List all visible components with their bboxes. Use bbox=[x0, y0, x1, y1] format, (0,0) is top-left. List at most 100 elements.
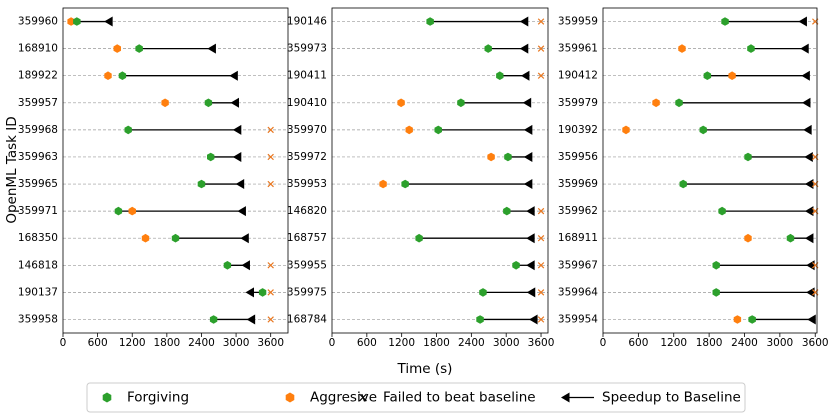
y-tick-label: 359972 bbox=[287, 151, 327, 163]
x-tick-label: 2400 bbox=[458, 337, 485, 349]
aggresive-marker bbox=[113, 44, 121, 53]
y-tick-label: 359955 bbox=[287, 259, 327, 271]
baseline-marker bbox=[519, 43, 529, 54]
y-tick-label: 146820 bbox=[287, 205, 327, 217]
forgiving-marker bbox=[415, 233, 423, 243]
legend-icon bbox=[285, 392, 295, 403]
aggresive-marker bbox=[104, 71, 112, 80]
forgiving-marker bbox=[434, 125, 442, 135]
forgiving-marker bbox=[457, 98, 465, 108]
x-tick-label: 3000 bbox=[493, 337, 520, 349]
baseline-marker bbox=[523, 151, 533, 162]
baseline-marker bbox=[245, 287, 254, 298]
x-tick-label: 3600 bbox=[257, 337, 284, 349]
y-tick-label: 190392 bbox=[558, 124, 598, 136]
baseline-marker bbox=[798, 16, 807, 27]
x-tick-label: 2400 bbox=[731, 337, 758, 349]
baseline-marker bbox=[526, 206, 535, 217]
y-tick-label: 190412 bbox=[558, 70, 598, 82]
y-tick-label: 359975 bbox=[287, 286, 327, 298]
baseline-marker bbox=[807, 314, 816, 325]
y-tick-label: 359961 bbox=[558, 43, 598, 55]
baseline-marker bbox=[806, 260, 815, 271]
forgiving-marker bbox=[209, 315, 218, 324]
forgiving-marker bbox=[223, 261, 232, 270]
y-axis-label: OpenML Task ID bbox=[4, 116, 20, 223]
y-tick-label: 168757 bbox=[287, 232, 327, 244]
x-tick-label: 1200 bbox=[388, 337, 415, 349]
x-tick-label: 1800 bbox=[423, 337, 450, 349]
forgiving-marker bbox=[135, 44, 143, 53]
legend-icon bbox=[561, 392, 570, 403]
x-tick-label: 3600 bbox=[528, 337, 555, 349]
baseline-marker bbox=[522, 97, 532, 108]
failed-marker bbox=[537, 289, 545, 296]
baseline-marker bbox=[804, 233, 814, 244]
x-tick-label: 1200 bbox=[660, 337, 687, 349]
forgiving-marker bbox=[712, 261, 720, 270]
forgiving-marker bbox=[748, 315, 756, 324]
failed-marker bbox=[537, 262, 545, 269]
baseline-marker bbox=[806, 287, 815, 298]
forgiving-marker bbox=[675, 98, 683, 108]
baseline-marker bbox=[804, 151, 813, 162]
baseline-marker bbox=[526, 287, 536, 298]
legend-label: Aggresive bbox=[310, 390, 377, 406]
y-tick-label: 359969 bbox=[558, 178, 598, 190]
x-tick-label: 600 bbox=[88, 337, 108, 349]
y-tick-label: 189922 bbox=[18, 70, 58, 82]
aggresive-marker bbox=[161, 98, 169, 108]
aggresive-marker bbox=[728, 71, 736, 80]
forgiving-marker bbox=[679, 179, 687, 189]
y-tick-label: 359968 bbox=[18, 124, 58, 136]
baseline-marker bbox=[803, 124, 812, 135]
plot-frame bbox=[62, 7, 289, 334]
forgiving-marker bbox=[496, 71, 504, 80]
y-tick-label: 359973 bbox=[287, 43, 327, 55]
failed-marker bbox=[537, 316, 545, 323]
x-tick-label: 1800 bbox=[696, 337, 723, 349]
baseline-marker bbox=[232, 124, 242, 135]
baseline-marker bbox=[523, 179, 533, 190]
y-tick-label: 359956 bbox=[558, 151, 598, 163]
legend-icon bbox=[102, 392, 112, 403]
forgiving-marker bbox=[786, 233, 795, 243]
forgiving-marker bbox=[426, 17, 434, 26]
y-tick-label: 359970 bbox=[287, 124, 327, 136]
forgiving-marker bbox=[207, 152, 215, 162]
y-tick-label: 190411 bbox=[287, 70, 327, 82]
x-tick-label: 1800 bbox=[153, 337, 180, 349]
failed-marker bbox=[267, 126, 274, 134]
forgiving-marker bbox=[503, 206, 511, 216]
y-tick-label: 168911 bbox=[558, 232, 598, 244]
baseline-marker bbox=[240, 233, 249, 244]
baseline-marker bbox=[520, 70, 530, 81]
failed-marker bbox=[267, 262, 274, 269]
aggresive-marker bbox=[744, 233, 752, 243]
y-tick-label: 359967 bbox=[558, 259, 598, 271]
aggresive-marker bbox=[128, 206, 136, 216]
aggresive-marker bbox=[652, 98, 660, 108]
baseline-marker bbox=[246, 314, 256, 325]
plot-frame bbox=[602, 7, 818, 334]
forgiving-marker bbox=[114, 206, 123, 216]
forgiving-marker bbox=[258, 288, 267, 297]
failed-marker bbox=[267, 316, 274, 323]
baseline-marker bbox=[804, 179, 814, 190]
baseline-marker bbox=[104, 16, 113, 27]
baseline-marker bbox=[207, 43, 216, 54]
plot-frame bbox=[331, 7, 549, 334]
forgiving-marker bbox=[699, 125, 707, 135]
aggresive-marker bbox=[678, 44, 686, 53]
failed-marker bbox=[537, 45, 545, 52]
baseline-marker bbox=[232, 151, 242, 162]
legend-label: Forgiving bbox=[127, 390, 189, 406]
baseline-marker bbox=[229, 70, 238, 81]
baseline-marker bbox=[230, 97, 239, 108]
y-tick-label: 359957 bbox=[18, 97, 58, 109]
y-tick-label: 359959 bbox=[558, 16, 598, 28]
forgiving-marker bbox=[712, 288, 720, 297]
y-tick-label: 359971 bbox=[18, 205, 58, 217]
y-tick-label: 359960 bbox=[18, 16, 58, 28]
